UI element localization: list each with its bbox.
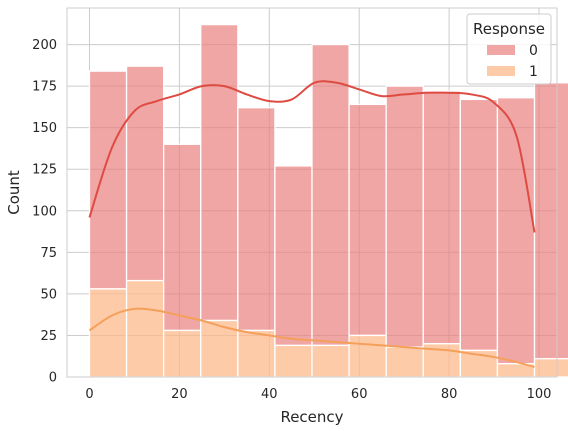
bar-response-1-bin-2 (163, 329, 202, 378)
y-tick-label-1: 25 (40, 329, 57, 344)
legend-swatch-0 (487, 45, 515, 55)
y-tick-label-7: 175 (32, 80, 57, 95)
bar-response-0-bin-11 (496, 97, 536, 365)
bar-response-1-bin-5 (274, 344, 313, 378)
bar-response-1-bin-12 (533, 358, 568, 378)
y-tick-label-8: 200 (32, 38, 57, 53)
plot-frame (66, 7, 558, 378)
y-tick-label-4: 100 (32, 204, 57, 219)
legend: Response 0 1 (466, 13, 552, 85)
x-tick-label-3: 60 (351, 387, 368, 402)
legend-label-0: 0 (529, 43, 538, 59)
histogram-bars (88, 23, 568, 378)
y-tick-label-0: 0 (49, 371, 57, 386)
bar-response-0-bin-2 (163, 143, 202, 332)
legend-label-1: 1 (529, 64, 538, 80)
x-tick-labels: 0 20 40 60 80 100 (85, 387, 551, 402)
bar-response-1-bin-4 (237, 329, 276, 378)
bar-response-1-bin-1 (125, 279, 165, 378)
bar-response-0-bin-9 (422, 90, 461, 345)
x-axis-label: Recency (280, 408, 343, 426)
y-tick-label-6: 150 (32, 121, 57, 136)
x-tick-label-2: 40 (261, 387, 278, 402)
kde-curve-response-0 (88, 80, 536, 233)
bar-response-0-bin-1 (125, 65, 165, 282)
legend-title: Response (473, 20, 545, 38)
bar-response-0-bin-10 (459, 98, 499, 352)
y-tick-label-3: 75 (40, 246, 57, 261)
bar-response-0-bin-4 (237, 107, 276, 332)
bar-response-0-bin-8 (385, 85, 424, 348)
y-axis-label: Count (5, 170, 23, 215)
bar-response-1-bin-6 (311, 344, 350, 378)
legend-swatch-1 (487, 66, 515, 76)
y-tick-label-2: 50 (40, 287, 57, 302)
kde-curve-response-1 (88, 307, 535, 368)
y-tick-labels: 0 25 50 75 100 125 150 175 200 (32, 38, 57, 385)
bar-response-1-bin-8 (385, 346, 424, 378)
x-tick-label-4: 80 (441, 387, 458, 402)
y-tick-label-5: 125 (32, 163, 57, 178)
bar-response-0-bin-0 (88, 70, 128, 290)
bar-response-0-bin-6 (311, 43, 350, 347)
x-tick-label-0: 0 (85, 387, 93, 402)
x-tick-label-5: 100 (527, 387, 552, 402)
bar-response-0-bin-3 (200, 23, 239, 322)
bar-response-1-bin-0 (88, 288, 128, 378)
bar-response-0-bin-12 (533, 82, 568, 360)
x-tick-label-1: 20 (171, 387, 188, 402)
bar-response-0-bin-5 (274, 165, 313, 347)
bar-response-0-bin-7 (348, 103, 387, 337)
kde-curves (88, 80, 536, 368)
bar-response-1-bin-7 (348, 334, 387, 378)
